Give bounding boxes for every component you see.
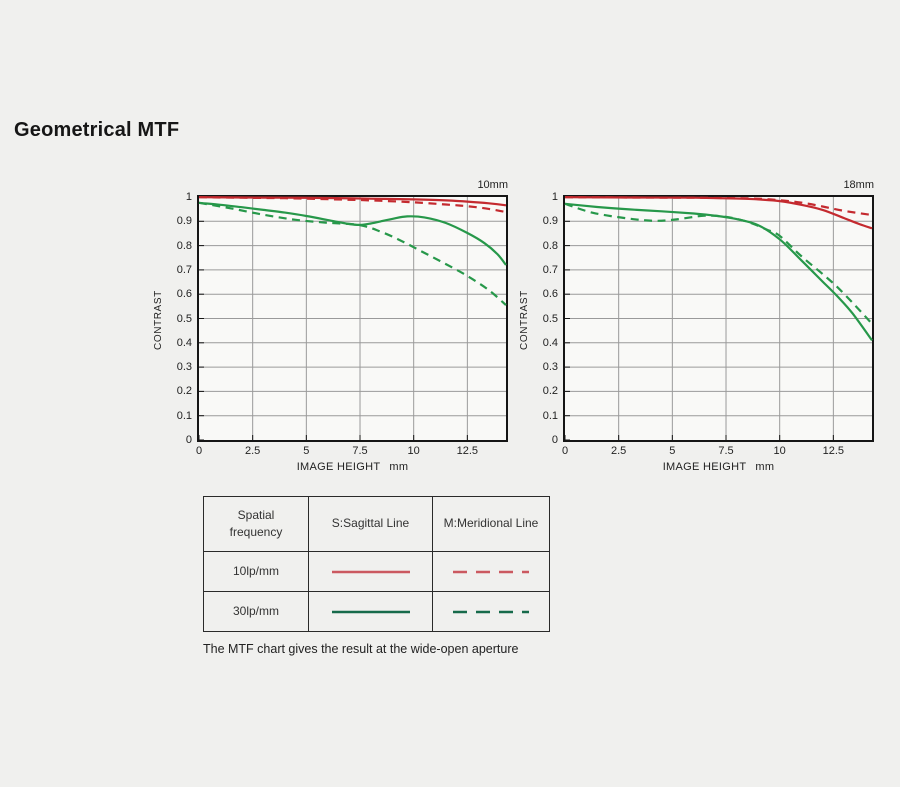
y-tick-label: 0.8: [176, 239, 192, 252]
x-tick-label: 7.5: [718, 445, 734, 457]
y-tick-label: 0.4: [542, 336, 558, 349]
curve-30lpmm-sagittal: [564, 202, 873, 342]
y-tick-label: 0.6: [542, 288, 558, 301]
x-axis-title-text: IMAGE HEIGHT: [296, 461, 381, 473]
y-tick-label: 0.8: [542, 239, 558, 252]
curve-10lpmm-sagittal: [198, 196, 507, 207]
y-tick-label: 0.3: [542, 361, 558, 374]
y-tick-label: 0.9: [176, 215, 192, 228]
plot-border: [563, 195, 874, 442]
y-tick-label: 1: [185, 191, 192, 203]
legend-header-sagittal: S:Sagittal Line: [308, 496, 433, 552]
legend-swatch-30lpmm-sagittal: [308, 591, 433, 632]
y-tick-label: 0: [185, 434, 192, 446]
y-tick-label: 0.3: [176, 361, 192, 374]
x-axis-title: IMAGE HEIGHT mm: [227, 461, 478, 473]
y-tick-label: 0.2: [176, 385, 192, 398]
y-tick-label: 0: [551, 434, 558, 446]
mtf-chart-18mm: 18mm CONTRAST 1 0.9 0.8 0.7 0.6 0.5 0.4 0.3 0.2 0…: [516, 178, 878, 480]
x-axis-title: IMAGE HEIGHT mm: [593, 461, 844, 473]
y-tick-label: 0.5: [176, 312, 192, 325]
y-tick-label: 0.4: [176, 336, 192, 349]
x-tick-label: 10: [407, 445, 420, 457]
x-axis-title-text: IMAGE HEIGHT: [662, 461, 747, 473]
x-tick-label: 0: [561, 445, 569, 457]
plot-area: [197, 195, 508, 442]
legend-label-30lpmm: 30lp/mm: [203, 591, 309, 632]
mtf-chart-10mm: 10mm CONTRAST 1 0.9 0.8 0.7 0.6 0.5 0.4 0.3 0.2 0…: [150, 178, 512, 480]
y-tick-label: 0.1: [542, 409, 558, 422]
curve-30lpmm-sagittal: [198, 201, 507, 266]
legend-header-meridional: M:Meridional Line: [432, 496, 550, 552]
y-tick-label: 0.2: [542, 385, 558, 398]
focal-length-label: 18mm: [843, 179, 874, 191]
x-tick-label: 2.5: [611, 445, 627, 457]
focal-length-label: 10mm: [477, 179, 508, 191]
curve-30lpmm-meridional: [564, 202, 873, 325]
x-tick-label: 10: [773, 445, 786, 457]
legend-label-10lpmm: 10lp/mm: [203, 551, 309, 592]
x-axis-unit: mm: [389, 461, 409, 473]
page-title: Geometrical MTF: [14, 119, 180, 141]
x-tick-label: 0: [195, 445, 203, 457]
y-tick-label: 0.1: [176, 409, 192, 422]
legend-header-spatial-frequency: Spatial frequency: [203, 496, 309, 552]
y-tick-label: 0.6: [176, 288, 192, 301]
y-tick-label: 1: [551, 191, 558, 203]
x-tick-label: 7.5: [352, 445, 368, 457]
mtf-note: The MTF chart gives the result at the wi…: [203, 642, 519, 656]
y-tick-label: 0.7: [542, 263, 558, 276]
x-tick-label: 12.5: [822, 445, 845, 457]
x-tick-label: 12.5: [456, 445, 479, 457]
x-tick-label: 5: [669, 445, 676, 457]
plot-area: [563, 195, 874, 442]
y-tick-label: 0.5: [542, 312, 558, 325]
legend-table: Spatial frequency S:Sagittal Line M:Meri…: [203, 496, 550, 632]
y-tick-label: 0.7: [176, 263, 192, 276]
x-tick-label: 2.5: [245, 445, 261, 457]
plot-border: [197, 195, 508, 442]
x-tick-label: 5: [303, 445, 310, 457]
legend-swatch-10lpmm-meridional: [432, 551, 550, 592]
legend-swatch-30lpmm-meridional: [432, 591, 550, 632]
legend-swatch-10lpmm-sagittal: [308, 551, 433, 592]
x-axis-unit: mm: [755, 461, 775, 473]
y-tick-label: 0.9: [542, 215, 558, 228]
curve-10lpmm-meridional: [198, 196, 507, 214]
